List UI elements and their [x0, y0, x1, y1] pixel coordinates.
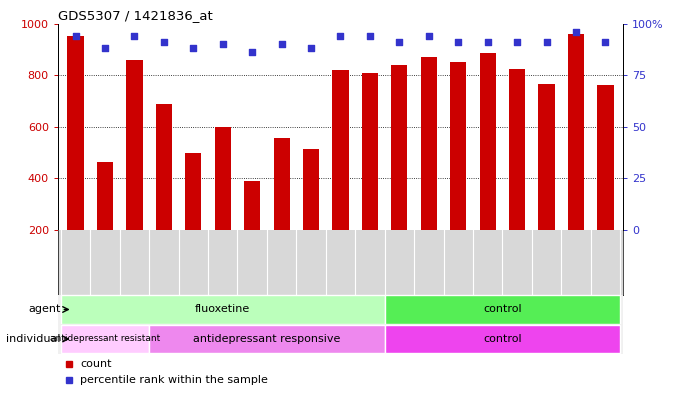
Text: control: control [483, 305, 522, 314]
Point [159, 39, 170, 45]
Point [511, 39, 522, 45]
Point [188, 45, 199, 51]
Bar [421, 57, 437, 230]
Point [276, 41, 287, 47]
Bar [332, 70, 349, 230]
Point [364, 33, 375, 39]
Bar [127, 60, 142, 230]
Text: antidepressant responsive: antidepressant responsive [193, 334, 340, 344]
Point [217, 41, 228, 47]
Bar [156, 103, 172, 230]
Point [600, 39, 611, 45]
Point [70, 33, 81, 39]
Bar [362, 73, 378, 230]
Bar [568, 34, 584, 230]
Bar [274, 138, 289, 230]
Point [335, 33, 346, 39]
Bar [539, 84, 554, 230]
Bar [97, 162, 113, 230]
Bar [509, 69, 525, 230]
Bar [385, 296, 620, 324]
Point [453, 39, 464, 45]
Bar [149, 325, 385, 353]
Bar [67, 37, 84, 230]
Point [306, 45, 317, 51]
Bar [392, 65, 407, 230]
Point [541, 39, 552, 45]
Point [394, 39, 405, 45]
Text: antidepressant resistant: antidepressant resistant [50, 334, 160, 343]
Bar [61, 325, 149, 353]
Text: percentile rank within the sample: percentile rank within the sample [80, 375, 268, 385]
Point [424, 33, 434, 39]
Text: fluoxetine: fluoxetine [195, 305, 251, 314]
Point [482, 39, 493, 45]
Bar [385, 325, 620, 353]
Bar [303, 149, 319, 230]
Bar [450, 62, 466, 230]
Bar [479, 53, 496, 230]
Text: agent: agent [29, 305, 61, 314]
Point [129, 33, 140, 39]
Text: GDS5307 / 1421836_at: GDS5307 / 1421836_at [58, 9, 212, 22]
Text: control: control [483, 334, 522, 344]
Point [571, 29, 582, 35]
Bar [185, 152, 202, 230]
Text: individual: individual [6, 334, 61, 344]
Point [99, 45, 110, 51]
Bar [215, 127, 231, 230]
Bar [597, 85, 614, 230]
Bar [61, 296, 385, 324]
Point [247, 49, 257, 55]
Text: count: count [80, 358, 112, 369]
Bar [244, 181, 260, 230]
